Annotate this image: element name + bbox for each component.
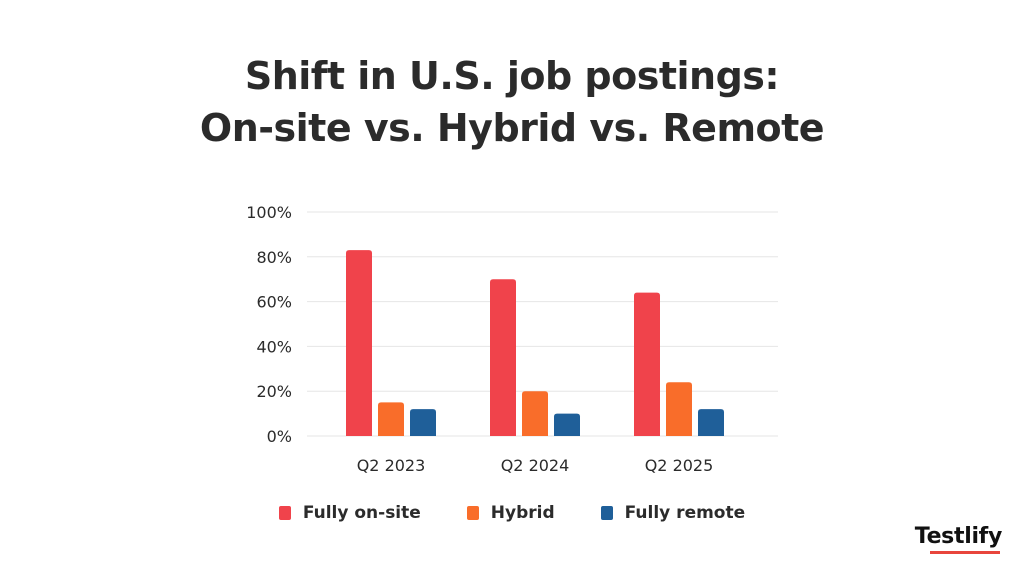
bar-fully-remote-q2-2025 (698, 409, 724, 436)
legend-item: Hybrid (466, 503, 555, 523)
chart-title-line-1: Shift in U.S. job postings: (244, 54, 780, 98)
chart-title-line-2: On-site vs. Hybrid vs. Remote (199, 106, 825, 150)
bar-fully-remote-q2-2024 (554, 413, 580, 436)
y-tick-label: 20% (256, 382, 292, 401)
legend-item: Fully remote (600, 503, 746, 523)
bar-hybrid-q2-2025 (666, 382, 692, 436)
bar-fully-on-site-q2-2023 (346, 250, 372, 436)
bar-hybrid-q2-2024 (522, 391, 548, 436)
y-tick-label: 100% (246, 203, 292, 222)
y-tick-label: 60% (256, 293, 292, 312)
bar-fully-remote-q2-2023 (410, 409, 436, 436)
x-category-label: Q2 2023 (357, 456, 426, 475)
x-category-label: Q2 2025 (645, 456, 714, 475)
y-tick-label: 40% (256, 337, 292, 356)
chart-title: Shift in U.S. job postings: On-site vs. … (0, 50, 1024, 154)
legend-label: Hybrid (490, 503, 555, 523)
legend-swatch (466, 506, 479, 520)
chart-legend: Fully on-site Hybrid Fully remote (0, 503, 1024, 523)
bar-fully-on-site-q2-2024 (490, 279, 516, 436)
x-axis-categories: Q2 2023 Q2 2024 Q2 2025 (357, 456, 714, 475)
y-tick-label: 0% (267, 427, 292, 446)
legend-label: Fully on-site (302, 503, 421, 523)
y-axis-ticks: 0% 20% 40% 60% 80% 100% (246, 203, 292, 446)
brand-logo: Testlify (914, 524, 1003, 549)
bar-fully-on-site-q2-2025 (634, 292, 660, 436)
x-category-label: Q2 2024 (501, 456, 570, 475)
y-tick-label: 80% (256, 248, 292, 267)
legend-item: Fully on-site (278, 503, 421, 523)
legend-swatch (278, 506, 291, 520)
legend-swatch (600, 506, 613, 520)
bar-hybrid-q2-2023 (378, 402, 404, 436)
brand-logo-underline (930, 551, 1000, 554)
legend-label: Fully remote (624, 503, 746, 523)
chart-bars (346, 250, 724, 436)
